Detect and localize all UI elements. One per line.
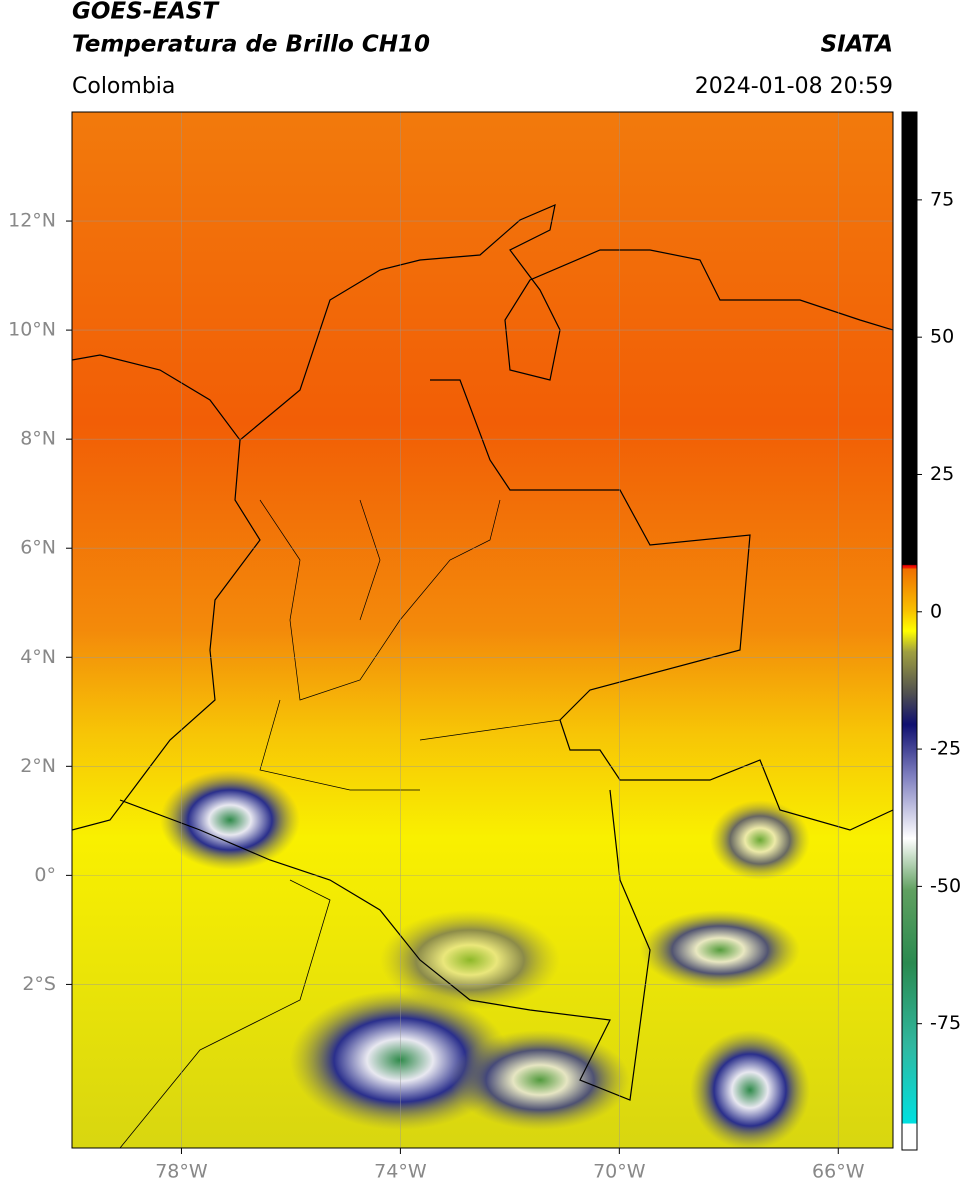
x-tick-label: 78°W xyxy=(155,1161,208,1183)
colorbar-label: -50 xyxy=(930,875,961,897)
y-tick-label: 2°N xyxy=(20,755,56,777)
x-tick-label: 66°W xyxy=(812,1161,865,1183)
region: Colombia xyxy=(72,74,175,99)
y-tick-label: 6°N xyxy=(20,537,56,559)
colorbar-label: 75 xyxy=(930,188,954,210)
graticule xyxy=(72,112,893,1148)
department-border xyxy=(259,499,561,791)
map-image xyxy=(72,112,893,1148)
cloud xyxy=(380,910,560,1010)
border xyxy=(119,879,331,1148)
cloud xyxy=(640,910,800,990)
subtitle: Temperatura de Brillo CH10 xyxy=(72,32,430,58)
y-tick-label: 8°N xyxy=(20,428,56,450)
y-tick-label: 4°N xyxy=(20,646,56,668)
x-tick-label: 74°W xyxy=(374,1161,427,1183)
source: SIATA xyxy=(821,32,893,58)
timestamp: 2024-01-08 20:59 xyxy=(695,74,893,99)
colorbar xyxy=(901,111,918,1151)
cloud xyxy=(450,1030,630,1130)
cloud xyxy=(690,1030,810,1148)
y-tick-label: 2°S xyxy=(22,973,56,995)
coastline xyxy=(72,354,261,831)
y-tick-label: 0° xyxy=(34,864,56,886)
colorbar-label: 50 xyxy=(930,326,954,348)
cloud xyxy=(710,800,810,880)
map-frame xyxy=(71,111,894,1149)
y-tick-label: 12°N xyxy=(8,210,56,232)
colorbar-label: -25 xyxy=(930,738,961,760)
colorbar-label: 0 xyxy=(930,600,942,622)
border xyxy=(430,379,893,831)
title: GOES-EAST xyxy=(72,0,220,25)
cloud xyxy=(160,770,300,870)
colorbar-label: -75 xyxy=(930,1012,961,1034)
colorbar-label: 25 xyxy=(930,463,954,485)
border xyxy=(119,789,651,1101)
x-tick-label: 70°W xyxy=(593,1161,646,1183)
y-tick-label: 10°N xyxy=(8,319,56,341)
